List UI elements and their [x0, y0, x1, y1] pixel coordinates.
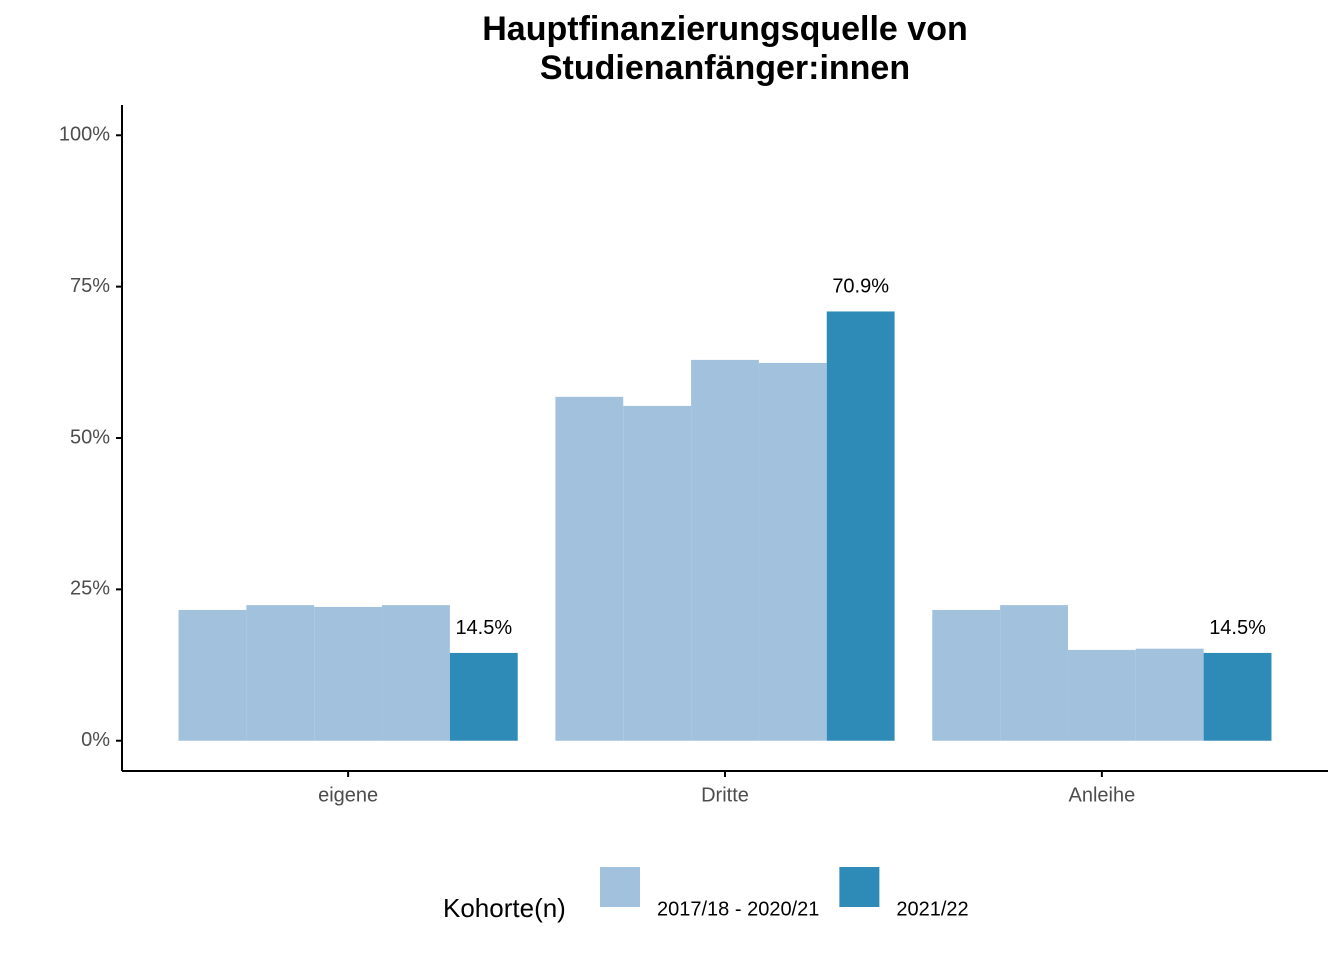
x-tick-label: Anleihe: [1069, 784, 1136, 806]
legend-title: Kohorte(n): [443, 893, 566, 923]
legend-label: 2017/18 - 2020/21: [657, 898, 819, 920]
y-tick-label: 50%: [70, 426, 110, 448]
bar: [449, 652, 518, 741]
chart-title: Studienanfänger:innen: [540, 49, 910, 87]
bar: [1135, 648, 1204, 741]
value-label: 14.5%: [1209, 617, 1266, 639]
value-label: 70.9%: [832, 276, 889, 298]
y-tick-label: 75%: [70, 275, 110, 297]
value-label: 14.5%: [455, 617, 512, 639]
legend-swatch: [839, 867, 880, 907]
bar: [1203, 652, 1272, 741]
y-tick-label: 100%: [59, 124, 110, 146]
x-tick-label: Dritte: [701, 784, 749, 806]
bar: [1067, 649, 1136, 741]
y-tick-label: 25%: [70, 578, 110, 600]
y-tick-label: 0%: [81, 729, 110, 751]
x-tick-label: eigene: [318, 784, 378, 806]
chart-title: Hauptfinanzierungsquelle von: [482, 10, 967, 48]
bar: [691, 359, 759, 741]
legend-swatch: [600, 867, 640, 907]
bar: [826, 311, 895, 741]
legend-label: 2021/22: [896, 898, 968, 920]
bar: [382, 605, 450, 741]
bar: [246, 605, 315, 741]
bar: [314, 606, 383, 741]
bar: [758, 362, 827, 741]
bar: [1000, 605, 1068, 741]
bar: [555, 396, 624, 741]
bar: [178, 609, 247, 741]
bar: [932, 609, 1001, 741]
bar: [623, 405, 692, 741]
